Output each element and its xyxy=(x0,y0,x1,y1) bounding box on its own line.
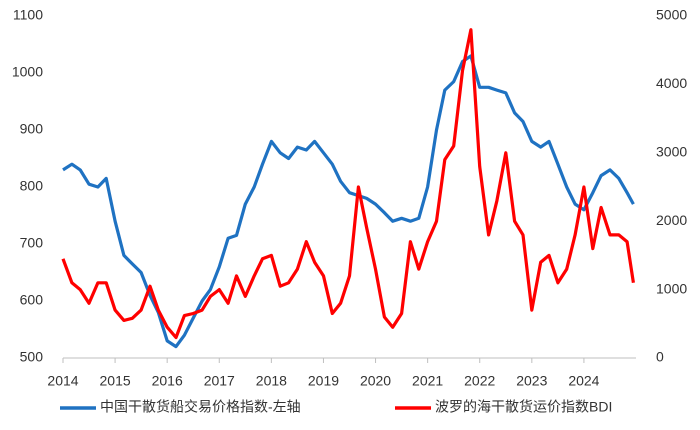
x-tick-label: 2019 xyxy=(308,373,339,389)
y-tick-label: 900 xyxy=(20,121,44,137)
y2-tick-label: 3000 xyxy=(656,144,687,160)
x-tick-label: 2023 xyxy=(516,373,547,389)
x-tick-label: 2014 xyxy=(47,373,78,389)
series-line xyxy=(62,54,635,349)
x-tick-label: 2015 xyxy=(100,373,131,389)
y2-tick-label: 0 xyxy=(656,349,664,365)
y2-tick-label: 4000 xyxy=(656,75,687,91)
x-tick-label: 2018 xyxy=(256,373,287,389)
legend-label: 中国干散货船交易价格指数-左轴 xyxy=(100,399,301,415)
y-tick-label: 800 xyxy=(20,178,44,194)
y-tick-label: 500 xyxy=(20,349,44,365)
y2-tick-label: 1000 xyxy=(656,280,687,296)
x-tick-label: 2017 xyxy=(204,373,235,389)
y-tick-label: 1100 xyxy=(13,7,43,23)
y-tick-label: 1000 xyxy=(12,64,43,80)
x-tick-label: 2021 xyxy=(412,373,443,389)
series-line xyxy=(61,28,635,340)
x-tick-label: 2022 xyxy=(464,373,495,389)
x-tick-label: 2016 xyxy=(152,373,183,389)
y-tick-label: 700 xyxy=(20,235,44,251)
legend-label: 波罗的海干散货运价指数BDI xyxy=(435,399,612,415)
y2-tick-label: 5000 xyxy=(656,7,687,23)
x-tick-label: 2020 xyxy=(360,373,391,389)
x-tick-label: 2024 xyxy=(568,373,599,389)
y2-tick-label: 2000 xyxy=(656,212,687,228)
y-tick-label: 600 xyxy=(20,292,44,308)
